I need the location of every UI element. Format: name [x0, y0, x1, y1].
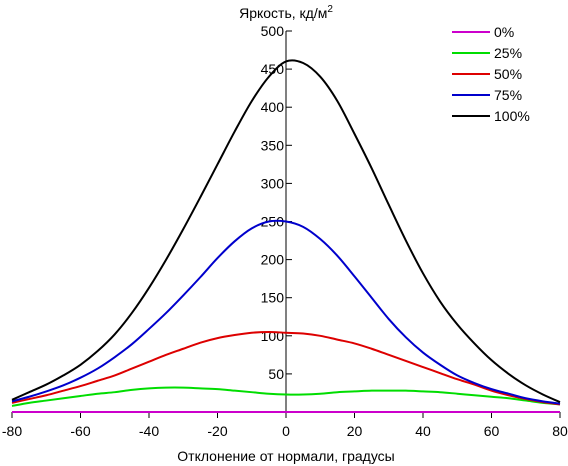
series-line-50pct [11, 330, 561, 406]
x-tick-label: -80 [2, 423, 22, 439]
series-line-100pct [11, 59, 561, 404]
x-tick-label: -60 [70, 423, 90, 439]
legend-label: 50% [494, 66, 522, 82]
series-lines [11, 59, 561, 413]
x-tick-label: 80 [552, 423, 568, 439]
series-line-25pct [11, 386, 561, 407]
x-axis-title: Отклонение от нормали, градусы [177, 448, 394, 464]
x-tick-label: -40 [139, 423, 159, 439]
x-tick-label: 20 [347, 423, 363, 439]
y-tick-label: 400 [261, 99, 285, 115]
y-tick-label: 500 [261, 23, 285, 39]
x-tick-label: 60 [484, 423, 500, 439]
y-axis-title: Яркость, кд/м2 [239, 4, 333, 21]
legend-label: 25% [494, 45, 522, 61]
y-tick-label: 200 [261, 252, 285, 268]
y-tick-label: 150 [261, 290, 285, 306]
y-tick-label: 300 [261, 175, 285, 191]
x-tick-label: -20 [207, 423, 227, 439]
legend-label: 75% [494, 87, 522, 103]
legend-label: 0% [494, 24, 514, 40]
y-tick-label: 450 [261, 61, 285, 77]
axes: -80 -60 -40 -20 0 20 40 60 805010015020025030035… [2, 23, 568, 439]
y-tick-label: 350 [261, 137, 285, 153]
legend-label: 100% [494, 108, 530, 124]
x-tick-label: 0 [282, 423, 290, 439]
y-axis-title-superscript: 2 [327, 4, 333, 15]
series-line-75pct [11, 219, 561, 405]
legend: 0% 25% 50% 75% 100% [452, 24, 530, 124]
x-tick-label: 40 [415, 423, 431, 439]
y-tick-label: 100 [261, 328, 285, 344]
y-axis-title-text: Яркость, кд/м [239, 5, 327, 21]
y-tick-label: 50 [268, 366, 284, 382]
